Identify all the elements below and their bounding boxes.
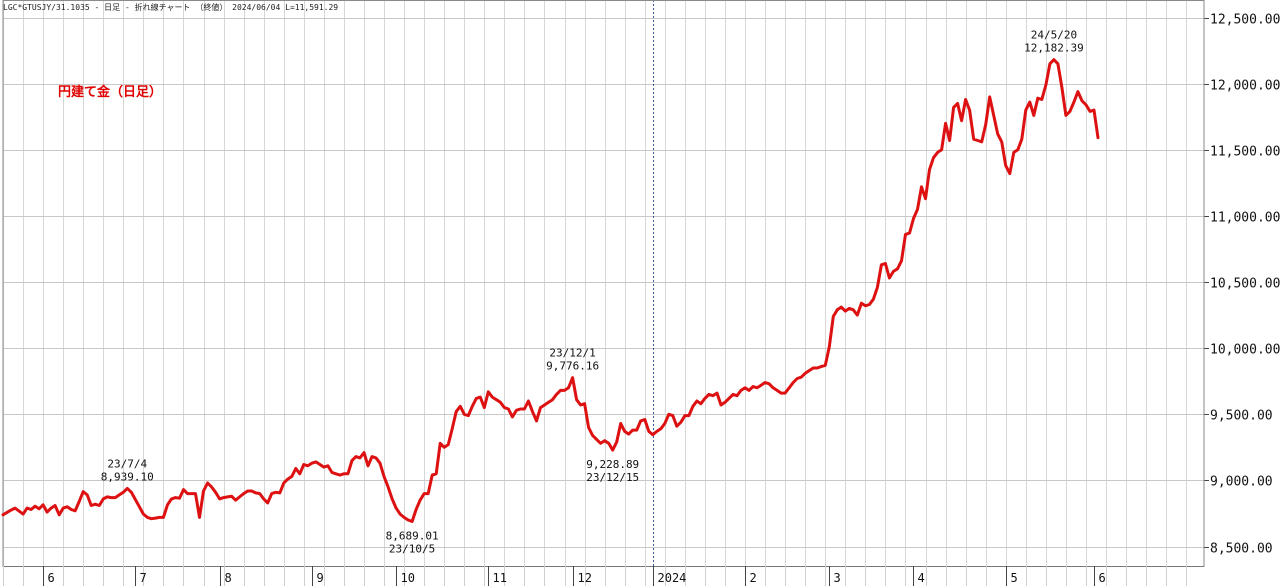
x-tick-label: 10 bbox=[401, 571, 415, 585]
x-axis-tick-labels: 6 7 8 9 10 11 12 2024 2 3 4 5 6 bbox=[3, 566, 1204, 586]
x-tick-label: 3 bbox=[834, 571, 841, 585]
chart-header-info: LGC*GTUSJY/31.1035 - 日足 - 折れ線チャート （終値） 2… bbox=[3, 2, 338, 12]
point-annotation: 23/12/19,776.16 bbox=[546, 347, 599, 373]
x-tick-label: 5 bbox=[1011, 571, 1018, 585]
chart-title: 円建て金（日足） bbox=[58, 84, 162, 100]
annotation-label: 8,939.10 bbox=[101, 470, 154, 483]
x-tick-label: 2 bbox=[750, 571, 757, 585]
y-tick-label: 9,500.00 bbox=[1210, 409, 1273, 424]
y-tick-label: 8,500.00 bbox=[1210, 542, 1273, 557]
x-tick-label: 4 bbox=[918, 571, 925, 585]
y-tick-label: 10,500.00 bbox=[1210, 277, 1280, 292]
price-line-series bbox=[1, 58, 1100, 523]
annotation-label: 8,689.01 bbox=[386, 530, 439, 543]
annotation-label: 23/7/4 bbox=[107, 457, 147, 470]
annotation-label: 23/10/5 bbox=[389, 543, 435, 556]
y-tick-label: 11,000.00 bbox=[1210, 211, 1280, 226]
y-tick-label: 10,000.00 bbox=[1210, 343, 1280, 358]
x-tick-label: 11 bbox=[493, 571, 507, 585]
annotation-label: 23/12/1 bbox=[549, 347, 595, 360]
x-tick-label: 7 bbox=[140, 571, 147, 585]
y-tick-label: 9,000.00 bbox=[1210, 475, 1273, 490]
annotation-label: 12,182.39 bbox=[1024, 42, 1084, 55]
annotation-label: 9,228.89 bbox=[586, 458, 639, 471]
x-tick-label: 2024 bbox=[658, 571, 687, 585]
annotation-label: 9,776.16 bbox=[546, 360, 599, 373]
x-tick-label: 8 bbox=[225, 571, 232, 585]
annotation-label: 23/12/15 bbox=[586, 471, 639, 484]
y-tick-label: 12,000.00 bbox=[1210, 79, 1280, 94]
horizontal-grid bbox=[3, 18, 1209, 548]
annotation-label: 24/5/20 bbox=[1031, 29, 1077, 42]
y-tick-label: 11,500.00 bbox=[1210, 145, 1280, 160]
y-tick-label: 12,500.00 bbox=[1210, 13, 1280, 28]
x-tick-label: 9 bbox=[317, 571, 324, 585]
x-tick-label: 6 bbox=[1099, 571, 1106, 585]
x-tick-label: 12 bbox=[578, 571, 592, 585]
y-axis-tick-labels: 8,500.00 9,000.00 9,500.00 10,000.00 10,500.… bbox=[1210, 13, 1280, 557]
point-annotation: 23/7/48,939.10 bbox=[101, 457, 154, 483]
x-tick-label: 6 bbox=[48, 571, 55, 585]
